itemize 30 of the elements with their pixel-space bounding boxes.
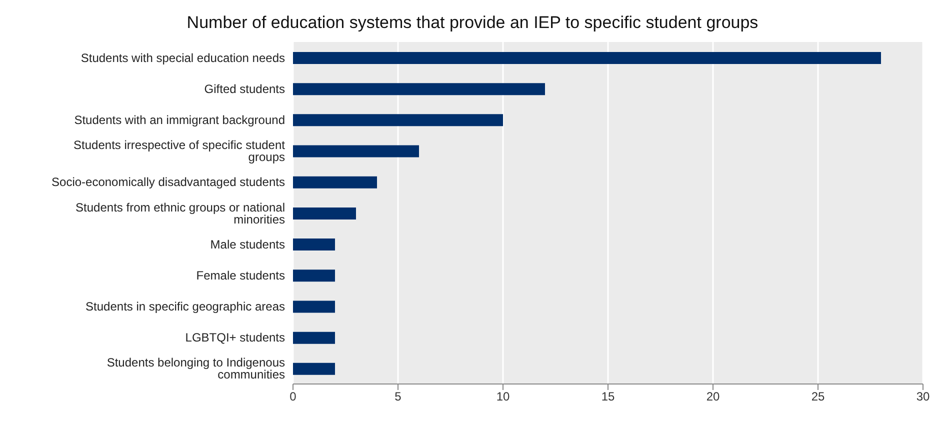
y-tick-label: Students with special education needs	[80, 50, 285, 65]
y-tick-label: Female students	[196, 268, 285, 282]
x-tick-label: 30	[916, 390, 930, 404]
x-tick-label: 20	[706, 390, 720, 404]
bar	[293, 83, 545, 96]
chart-title: Number of education systems that provide an IEP to specific student groups	[186, 12, 760, 34]
y-tick-label: Students irrespective of specific student groups	[74, 138, 286, 164]
bar	[293, 145, 419, 158]
bar	[293, 52, 881, 64]
bar	[293, 300, 335, 313]
bar	[293, 207, 356, 220]
bar	[293, 270, 335, 282]
bar	[293, 332, 335, 344]
y-tick-label: Students in specific geographic areas	[86, 300, 285, 314]
bar	[293, 176, 377, 188]
x-tick-label: 0	[290, 390, 297, 404]
x-tick-label: 5	[394, 390, 402, 404]
bar	[293, 114, 503, 126]
y-tick-label: Students belonging to Indigenous communities	[106, 356, 285, 382]
y-tick-label: Socio-economically disadvantaged students	[52, 175, 285, 190]
y-tick-label: Students with an immigrant background	[74, 112, 285, 127]
y-tick-label: Gifted students	[204, 82, 285, 96]
y-tick-label: Male students	[210, 237, 285, 252]
x-tick-label: 25	[811, 390, 825, 404]
x-tick-label: 15	[601, 390, 615, 404]
x-tick-label: 10	[496, 390, 510, 404]
y-tick-label: Students from ethnic groups or national minorities	[76, 200, 285, 226]
y-tick-label: LGBTQI+ students	[185, 330, 285, 345]
bar	[293, 238, 335, 251]
bar	[293, 362, 335, 375]
